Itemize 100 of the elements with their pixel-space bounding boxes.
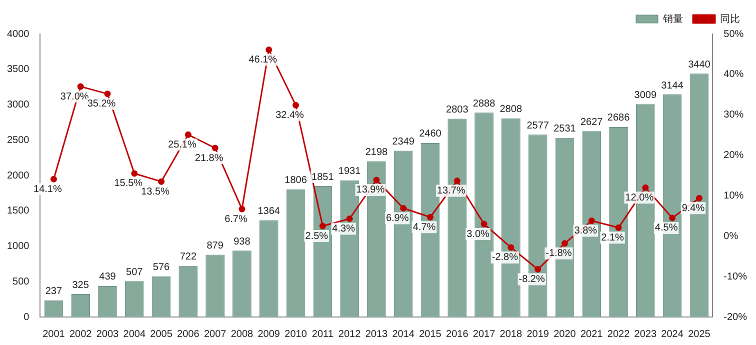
point — [373, 176, 380, 184]
point — [588, 218, 595, 224]
point — [615, 224, 622, 231]
point — [400, 204, 407, 212]
data-label: 938 — [234, 236, 251, 248]
data-label: 507 — [126, 266, 144, 278]
y-tick-label: 4000 — [6, 28, 30, 40]
data-label: 3.8% — [574, 226, 598, 237]
x-tick-label: 2024 — [661, 328, 684, 340]
data-label: 3009 — [634, 90, 657, 101]
x-tick-label: 2016 — [446, 328, 469, 340]
data-label: 722 — [180, 252, 197, 263]
x-tick-label: 2006 — [177, 328, 200, 340]
data-label: -1.8% — [546, 248, 572, 260]
x-tick-label: 2019 — [526, 328, 550, 340]
data-label: 2349 — [392, 136, 415, 148]
data-label: -8.2% — [518, 274, 545, 286]
y-tick-label: 3000 — [6, 100, 30, 110]
data-label: 6.7% — [224, 214, 248, 225]
legend-label: 同比 — [720, 12, 740, 25]
point — [642, 184, 649, 191]
point — [534, 266, 542, 273]
point — [266, 46, 272, 54]
data-label: 25.1% — [168, 139, 196, 150]
x-tick-label: 2007 — [204, 328, 227, 340]
point — [696, 194, 702, 202]
point — [131, 170, 138, 177]
data-label: 46.1% — [248, 54, 278, 66]
y2-tick-label: 20% — [724, 150, 744, 162]
legend-label: 销量 — [662, 14, 683, 25]
data-label: 9.4% — [682, 202, 705, 214]
x-tick-label: 2001 — [42, 328, 66, 340]
data-label: 35.2% — [87, 98, 116, 110]
x-tick-label: 2017 — [472, 328, 496, 340]
data-label: 2808 — [500, 104, 522, 116]
point — [238, 206, 246, 212]
point — [319, 222, 326, 230]
y2-tick-label: 0% — [724, 230, 738, 242]
data-label: 4.7% — [412, 222, 436, 233]
data-label: 576 — [152, 262, 170, 273]
y2-tick-label: -10% — [724, 271, 748, 282]
data-label: 2531 — [554, 124, 576, 135]
x-tick-label: 2022 — [607, 328, 630, 340]
data-label: 37.0% — [60, 91, 89, 102]
x-tick-label: 2023 — [634, 328, 657, 340]
y-tick-label: 2500 — [6, 134, 30, 146]
point — [212, 144, 218, 152]
data-label: 2.1% — [601, 232, 624, 244]
data-label: 3440 — [688, 59, 711, 70]
y-tick-label: 3500 — [6, 64, 30, 76]
y-tick-label: 1000 — [6, 241, 30, 252]
y-tick-label: 500 — [12, 276, 30, 288]
x-tick-label: 2011 — [312, 328, 334, 340]
data-label: 4.5% — [654, 222, 678, 234]
x-tick-label: 2005 — [150, 328, 173, 340]
x-tick-label: 2018 — [500, 328, 522, 340]
point — [426, 214, 434, 220]
data-label: 1364 — [258, 206, 280, 218]
data-label: 1851 — [312, 172, 334, 183]
point — [158, 178, 165, 185]
y2-tick-label: 10% — [724, 190, 744, 202]
data-label: 21.8% — [194, 152, 224, 164]
x-tick-label: 2009 — [258, 328, 280, 340]
y2-tick-label: 40% — [724, 69, 744, 80]
data-label: 2577 — [526, 120, 550, 132]
data-label: 2460 — [419, 128, 442, 140]
x-tick-label: 2008 — [230, 328, 254, 340]
data-label: 2686 — [607, 112, 630, 124]
data-label: 2198 — [365, 147, 388, 158]
y-tick-label: 1500 — [6, 206, 30, 217]
data-label: 879 — [206, 240, 224, 252]
data-label: 15.5% — [114, 178, 143, 190]
point — [292, 102, 300, 108]
point — [508, 244, 514, 251]
data-label: 325 — [72, 280, 90, 291]
y2-tick-label: -20% — [724, 312, 748, 323]
point — [50, 176, 57, 182]
data-label: 2.5% — [305, 230, 328, 242]
data-label: 439 — [99, 272, 116, 283]
point — [104, 90, 111, 98]
point — [480, 220, 488, 228]
data-label: 32.4% — [276, 110, 304, 121]
y-tick-label: 2000 — [6, 170, 30, 182]
y2-tick-label: 50% — [724, 28, 744, 40]
point — [669, 214, 676, 222]
x-tick-label: 2013 — [365, 328, 388, 340]
data-label: 12.0% — [625, 192, 654, 204]
data-label: 1931 — [338, 166, 362, 178]
data-label: 3.0% — [466, 228, 490, 240]
data-label: 237 — [45, 286, 62, 297]
x-tick-label: 2020 — [554, 328, 576, 340]
x-tick-label: 2002 — [69, 328, 92, 340]
data-label: 2803 — [446, 104, 469, 116]
data-label: -2.8% — [492, 252, 518, 264]
y2-tick-label: 30% — [724, 110, 744, 121]
x-tick-label: 2010 — [284, 328, 308, 340]
data-label: 3144 — [661, 80, 684, 92]
data-label: 13.7% — [436, 186, 466, 197]
x-tick-label: 2012 — [338, 328, 362, 340]
data-label: 1806 — [284, 174, 308, 186]
